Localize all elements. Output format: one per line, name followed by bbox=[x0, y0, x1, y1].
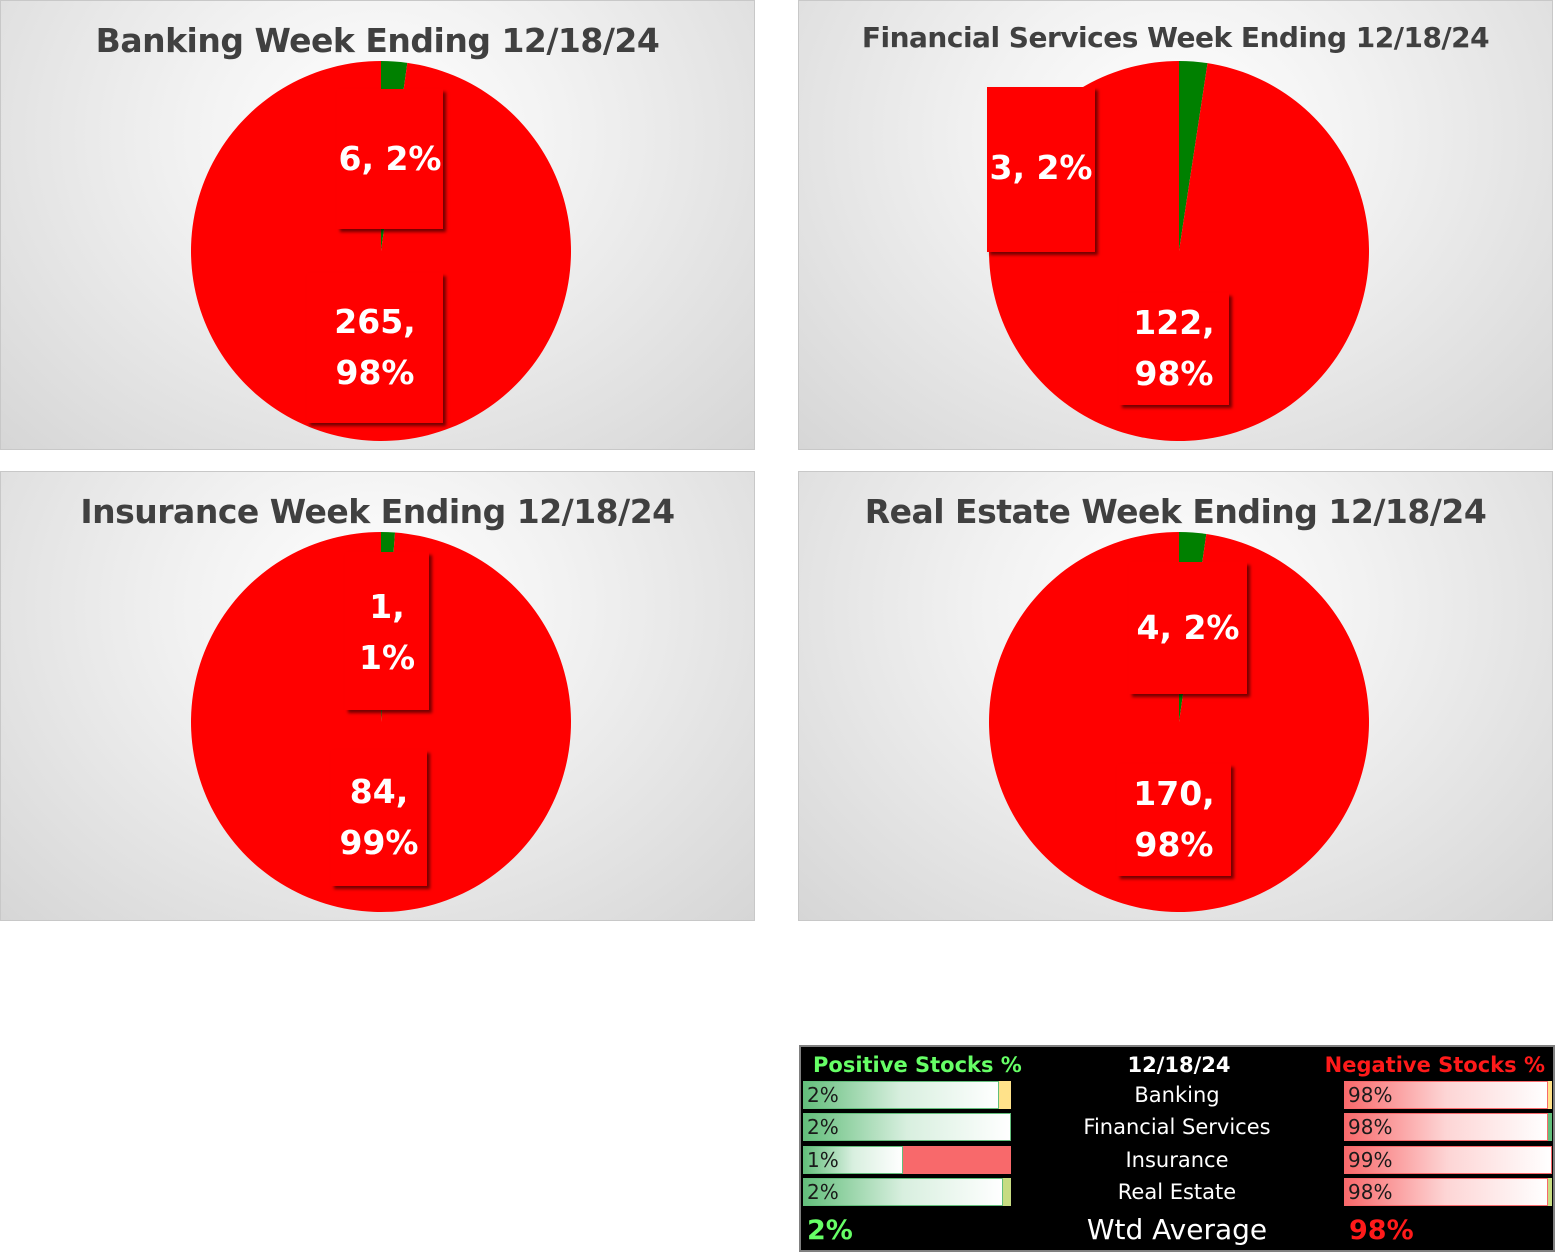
chart-title: Banking Week Ending 12/18/24 bbox=[95, 21, 660, 60]
positive-cell: 2% bbox=[803, 1081, 1011, 1109]
chart-panel-banking: Banking Week Ending 12/18/24 6, 2% 265, … bbox=[0, 0, 755, 450]
negative-value: 98% bbox=[1348, 1180, 1393, 1204]
positive-value: 2% bbox=[807, 1115, 839, 1139]
table-row: 2% Real Estate 98% bbox=[801, 1177, 1553, 1207]
row-label: Insurance bbox=[1125, 1148, 1229, 1172]
data-label-positive: 3, 2% bbox=[987, 87, 1095, 252]
date-header: 12/18/24 bbox=[1127, 1053, 1231, 1077]
negative-stocks-header: Negative Stocks % bbox=[1324, 1053, 1545, 1077]
positive-cell: 2% bbox=[803, 1178, 1011, 1206]
pie-slice-positive bbox=[1179, 61, 1208, 251]
chart-title: Real Estate Week Ending 12/18/24 bbox=[864, 492, 1487, 531]
table-row: 1% Insurance 99% bbox=[801, 1145, 1553, 1175]
positive-value: 2% bbox=[807, 1083, 839, 1107]
negative-value: 98% bbox=[1348, 1115, 1393, 1139]
positive-data-bar bbox=[803, 1081, 999, 1109]
positive-stocks-header: Positive Stocks % bbox=[813, 1053, 1022, 1077]
data-label-positive: 1, 1% bbox=[345, 552, 429, 710]
negative-data-bar bbox=[1344, 1081, 1548, 1109]
chart-panel-real-estate: Real Estate Week Ending 12/18/24 4, 2% 1… bbox=[798, 471, 1553, 921]
pie-slice-negative bbox=[191, 61, 572, 442]
wtd-average-positive: 2% bbox=[807, 1215, 853, 1246]
row-label: Financial Services bbox=[1083, 1115, 1271, 1139]
negative-data-bar bbox=[1344, 1113, 1548, 1141]
summary-table: Positive Stocks % 12/18/24 Negative Stoc… bbox=[799, 1045, 1555, 1252]
positive-value: 1% bbox=[807, 1148, 839, 1172]
positive-data-bar bbox=[803, 1146, 903, 1174]
row-label: Banking bbox=[1134, 1083, 1220, 1107]
negative-value: 99% bbox=[1348, 1148, 1393, 1172]
negative-value: 98% bbox=[1348, 1083, 1393, 1107]
chart-title: Financial Services Week Ending 12/18/24 bbox=[861, 21, 1490, 54]
chart-panel-insurance: Insurance Week Ending 12/18/24 1, 1% 84,… bbox=[0, 471, 755, 921]
data-label-positive: 4, 2% bbox=[1129, 562, 1247, 694]
data-label-negative: 84, 99% bbox=[331, 750, 427, 886]
positive-cell: 1% bbox=[803, 1146, 1011, 1174]
positive-data-bar bbox=[803, 1178, 1003, 1206]
negative-cell: 98% bbox=[1344, 1081, 1552, 1109]
negative-cell: 98% bbox=[1344, 1178, 1552, 1206]
data-label-negative: 265, 98% bbox=[307, 273, 443, 423]
row-label: Real Estate bbox=[1117, 1180, 1237, 1204]
negative-cell: 98% bbox=[1344, 1113, 1552, 1141]
data-label-negative: 170, 98% bbox=[1117, 764, 1231, 876]
negative-data-bar bbox=[1344, 1178, 1548, 1206]
positive-data-bar bbox=[803, 1113, 1011, 1141]
wtd-average-negative: 98% bbox=[1349, 1215, 1414, 1246]
chart-title: Insurance Week Ending 12/18/24 bbox=[80, 492, 675, 531]
data-label-positive: 6, 2% bbox=[337, 89, 443, 229]
positive-value: 2% bbox=[807, 1180, 839, 1204]
table-row: 2% Banking 98% bbox=[801, 1080, 1553, 1110]
chart-panel-financial-services: Financial Services Week Ending 12/18/24 … bbox=[798, 0, 1553, 450]
data-label-negative: 122, 98% bbox=[1119, 293, 1229, 405]
negative-cell: 99% bbox=[1344, 1146, 1552, 1174]
table-row: 2% Financial Services 98% bbox=[801, 1112, 1553, 1142]
pie-slice-negative bbox=[191, 532, 572, 912]
pie-slice-negative bbox=[989, 532, 1369, 912]
negative-data-bar bbox=[1344, 1146, 1552, 1174]
positive-cell: 2% bbox=[803, 1113, 1011, 1141]
wtd-average-label: Wtd Average bbox=[1086, 1213, 1268, 1246]
